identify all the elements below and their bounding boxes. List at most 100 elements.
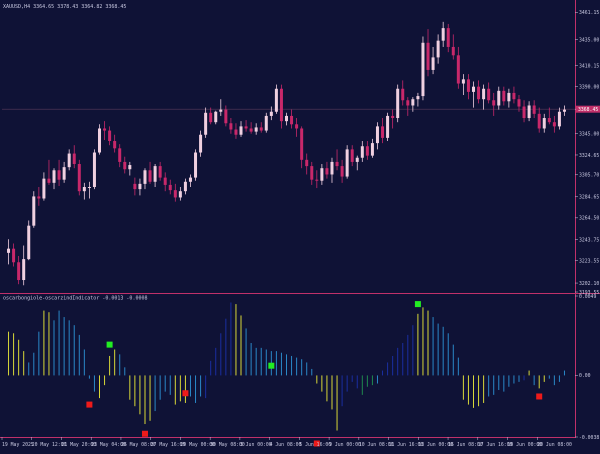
candle-body: [27, 225, 31, 260]
candle-body: [310, 166, 314, 180]
sell-signal-marker: [182, 390, 189, 397]
candle-body: [507, 92, 511, 102]
candle-body: [370, 143, 374, 156]
candle-body: [360, 146, 364, 158]
candle-body: [472, 86, 475, 92]
time-tick-label: 9 Jun 00:00: [329, 442, 361, 448]
candle-body: [381, 126, 385, 138]
candle-body: [446, 28, 450, 47]
candle-body: [527, 105, 531, 119]
time-tick-label: 20 May 12:00: [32, 442, 67, 448]
candle-body: [466, 79, 470, 92]
sell-signal-marker: [536, 393, 543, 400]
candle-body: [547, 118, 551, 123]
candle-body: [340, 166, 344, 177]
candle-body: [477, 86, 481, 100]
candle-body: [401, 88, 405, 101]
candle-body: [365, 146, 369, 156]
candle-body: [562, 109, 566, 112]
candle-body: [22, 259, 26, 281]
candle-body: [123, 161, 127, 170]
sell-signal-marker: [141, 430, 148, 437]
candle-body: [82, 187, 86, 192]
candle-body: [138, 183, 142, 190]
current-price-tag: [576, 105, 600, 113]
candle-body: [431, 57, 435, 70]
time-tick-label: 5 Jun 16:00: [299, 442, 331, 448]
candle-body: [335, 161, 339, 167]
indicator-tick-label: 0.00: [579, 373, 591, 379]
buy-signal-marker: [414, 301, 421, 308]
time-tick-label: 29 May 00:00: [180, 442, 215, 448]
buy-signal-marker: [106, 341, 113, 348]
candle-body: [244, 126, 248, 129]
sell-signal-marker: [313, 440, 320, 447]
candle-body: [77, 164, 81, 192]
candle-body: [279, 88, 283, 122]
candle-body: [103, 128, 107, 131]
candle-body: [62, 167, 66, 180]
price-tick-label: 3223.55: [579, 258, 599, 264]
candle-body: [204, 112, 208, 135]
candle-body: [497, 90, 501, 106]
price-tick-label: 3410.15: [579, 63, 599, 69]
time-tick-label: 3 Jun 00:00: [240, 442, 272, 448]
candle-body: [234, 129, 238, 135]
sell-signal-marker: [86, 401, 93, 408]
price-tick-label: 3324.65: [579, 153, 599, 159]
candle-body: [406, 100, 410, 106]
candle-body: [290, 115, 294, 125]
candle-body: [57, 170, 61, 180]
candle-body: [108, 130, 112, 142]
candle-body: [315, 179, 319, 181]
indicator-tick-label: 0.0049: [579, 294, 596, 300]
candle-body: [7, 248, 11, 253]
candle-body: [269, 111, 273, 116]
candle-body: [194, 152, 198, 178]
candle-body: [37, 196, 41, 199]
candle-body: [229, 123, 233, 130]
candle-body: [557, 111, 561, 127]
price-tick-label: 3345.00: [579, 131, 599, 137]
candle-body: [285, 115, 288, 122]
time-tick-label: 10 Jun 08:00: [359, 442, 394, 448]
candle-body: [436, 40, 440, 58]
buy-signal-marker: [268, 362, 275, 369]
candle-body: [163, 177, 167, 185]
candle-body: [209, 112, 213, 123]
candle-body: [72, 153, 76, 165]
time-tick-label: 30 May 08:00: [210, 442, 245, 448]
candle-body: [300, 128, 304, 160]
candle-body: [426, 42, 430, 70]
candle-body: [396, 88, 400, 119]
candle-body: [350, 149, 354, 162]
symbol-info: XAUUSD,H4 3364.65 3378.43 3364.82 3368.4…: [3, 4, 126, 10]
candle-body: [113, 141, 117, 149]
candle-body: [461, 79, 465, 84]
candle-body: [47, 178, 51, 183]
candle-body: [274, 88, 278, 112]
price-tick-label: 3284.65: [579, 195, 599, 201]
price-pane[interactable]: [2, 21, 575, 286]
candle-body: [517, 99, 521, 107]
candle-body: [52, 170, 56, 183]
candle-body: [148, 170, 152, 182]
candle-body: [537, 113, 541, 129]
time-tick-label: 17 Jun 16:00: [478, 442, 513, 448]
candle-body: [295, 124, 299, 129]
candle-body: [224, 109, 228, 124]
candle-body: [522, 106, 526, 119]
candle-body: [254, 127, 258, 132]
time-tick-label: 21 May 20:00: [61, 442, 96, 448]
candle-body: [12, 248, 16, 263]
candle-body: [482, 88, 486, 100]
indicator-pane[interactable]: [8, 301, 565, 447]
candle-body: [355, 157, 359, 162]
time-tick-label: 13 Jun 00:00: [418, 442, 453, 448]
candle-body: [183, 181, 187, 192]
price-tick-label: 3193.55: [579, 290, 599, 296]
candle-body: [542, 118, 546, 129]
time-tick-label: 11 Jun 16:00: [389, 442, 424, 448]
